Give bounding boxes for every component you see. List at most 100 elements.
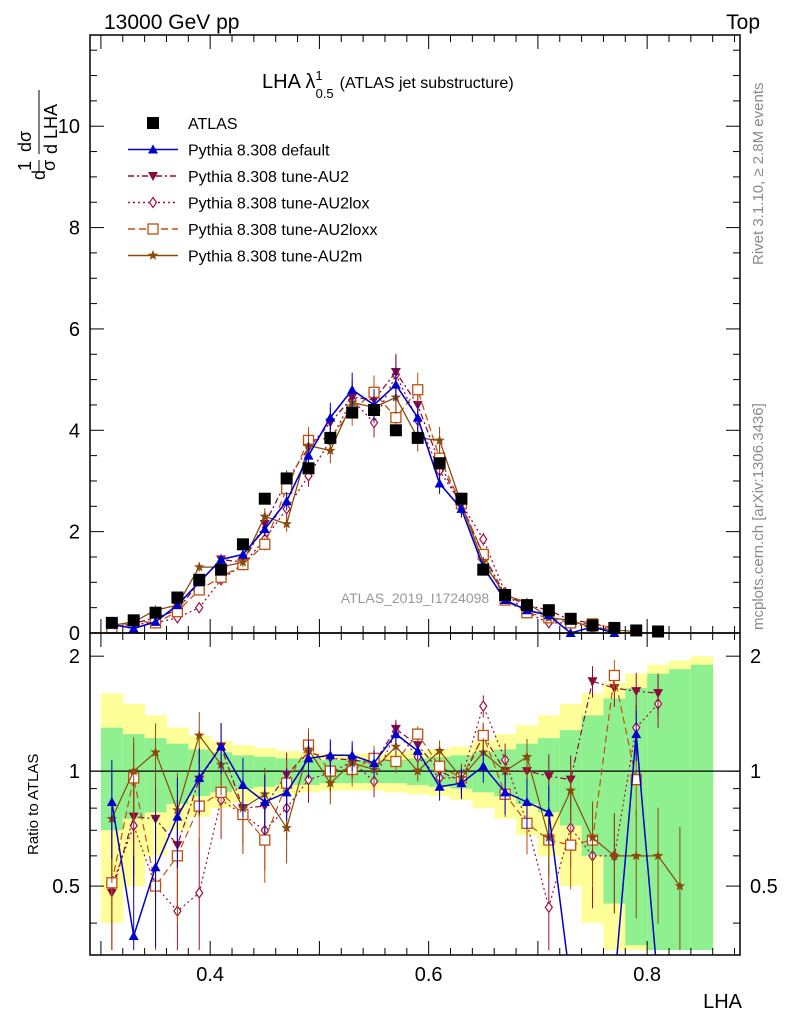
chart-title: LHA λ1 0.5(ATLAS jet substructure) bbox=[262, 68, 514, 101]
data-point-default bbox=[434, 478, 445, 488]
ratio-point-AU2loxx bbox=[433, 760, 446, 772]
header-right: Top bbox=[726, 11, 760, 34]
ratio-point-AU2m bbox=[434, 745, 445, 756]
data-point-ATLAS bbox=[127, 614, 140, 627]
ratio-point-default bbox=[631, 729, 642, 739]
data-point-default bbox=[216, 554, 227, 564]
ratio-point-default bbox=[478, 761, 489, 771]
y-tick-label: 4 bbox=[69, 420, 80, 442]
y-tick-label: 0 bbox=[69, 623, 80, 645]
ratio-y-tick-label-right: 1 bbox=[750, 761, 761, 783]
ratio-point-AU2m bbox=[631, 850, 642, 861]
x-tick-label: 0.8 bbox=[633, 964, 661, 986]
ratio-point-AU2loxx bbox=[259, 834, 271, 846]
data-point-ATLAS bbox=[652, 625, 665, 638]
ratio-point-AU2m bbox=[194, 730, 205, 740]
ratio-point-default bbox=[172, 811, 183, 821]
watermark: ATLAS_2019_I1724098 bbox=[341, 590, 490, 606]
main-panel: 0 2 4 6 8 10 LHA λ1 0.5(ATLAS jet substructure… bbox=[15, 34, 741, 645]
ratio-point-default bbox=[434, 781, 445, 791]
ratio-point-AU2m bbox=[390, 741, 402, 751]
ratio-point-default bbox=[521, 797, 532, 807]
ratio-ticks: 0.5 0.5 1 1 2 2 0.4 0.6 0.8 bbox=[52, 633, 778, 986]
svg-text:d: d bbox=[29, 170, 49, 180]
data-point-default bbox=[128, 623, 139, 633]
data-point-AU2loxx bbox=[259, 538, 271, 550]
ratio-panel: 0.5 0.5 1 1 2 2 0.4 0.6 0.8 Ratio to ATLAS LHA bbox=[25, 632, 778, 1013]
ratio-point-default bbox=[237, 779, 248, 789]
data-point-AU2lox bbox=[195, 601, 204, 614]
y-tick-label: 2 bbox=[69, 522, 80, 544]
ratio-point-AU2 bbox=[587, 677, 598, 687]
ratio-y-label: Ratio to ATLAS bbox=[25, 754, 42, 855]
y-tick-label: 10 bbox=[58, 116, 80, 138]
ratio-point-AU2lox bbox=[479, 700, 488, 713]
data-point-default bbox=[281, 496, 292, 506]
uncertainty-band-inner bbox=[668, 669, 692, 951]
ratio-point-AU2m bbox=[609, 850, 620, 861]
data-point-AU2m bbox=[237, 556, 249, 567]
ratio-point-AU2 bbox=[653, 689, 664, 699]
legend-label-default: Pythia 8.308 default bbox=[188, 143, 330, 160]
data-point-ATLAS bbox=[586, 619, 599, 632]
svg-text:1: 1 bbox=[15, 161, 35, 171]
y-axis-label: d 1 σ dσ d LHA bbox=[15, 90, 61, 180]
series-line-AU2lox bbox=[111, 372, 615, 629]
legend-label-AU2loxx: Pythia 8.308 tune-AU2loxx bbox=[188, 222, 377, 239]
ratio-frame bbox=[89, 632, 741, 956]
data-point-ATLAS bbox=[455, 492, 468, 505]
data-point-ATLAS bbox=[171, 591, 184, 604]
ratio-point-default bbox=[194, 772, 205, 782]
data-point-ATLAS bbox=[280, 472, 293, 485]
ratio-point-AU2m bbox=[281, 822, 292, 833]
data-point-default bbox=[303, 450, 314, 460]
legend-marker-default bbox=[148, 144, 158, 154]
data-point-default bbox=[150, 616, 161, 626]
data-point-ATLAS bbox=[258, 492, 271, 505]
ratio-point-AU2lox bbox=[304, 773, 313, 786]
ratio-y-tick-label: 2 bbox=[69, 646, 80, 668]
data-point-ATLAS bbox=[564, 612, 577, 625]
data-point-ATLAS bbox=[368, 404, 381, 417]
data-point-ATLAS bbox=[411, 431, 424, 444]
ratio-point-default bbox=[216, 741, 227, 751]
data-point-default bbox=[237, 549, 248, 559]
data-point-AU2m bbox=[281, 518, 292, 529]
legend-marker-AU2m bbox=[147, 250, 159, 260]
ratio-point-default bbox=[128, 931, 139, 941]
ratio-point-AU2loxx bbox=[630, 773, 642, 786]
ratio-point-AU2loxx bbox=[412, 728, 424, 740]
data-point-AU2m bbox=[194, 561, 205, 572]
data-point-ATLAS bbox=[105, 616, 118, 629]
ratio-point-default bbox=[543, 807, 554, 817]
legend-label-ATLAS: ATLAS bbox=[188, 116, 238, 133]
y-tick-label: 6 bbox=[69, 319, 80, 341]
ratio-point-default bbox=[500, 787, 511, 797]
ratio-point-default bbox=[281, 787, 292, 797]
legend-label-AU2m: Pythia 8.308 tune-AU2m bbox=[188, 249, 362, 266]
data-point-default bbox=[456, 503, 467, 513]
ratio-line-AU2lox bbox=[111, 703, 659, 912]
legend-marker-AU2lox bbox=[148, 196, 158, 209]
ratio-point-AU2 bbox=[631, 687, 642, 697]
main-plot-area bbox=[105, 353, 665, 638]
ratio-line-default bbox=[111, 733, 657, 955]
data-point-default bbox=[259, 524, 270, 534]
ratio-point-AU2 bbox=[543, 772, 554, 782]
ratio-point-AU2loxx bbox=[390, 755, 402, 768]
data-point-ATLAS bbox=[542, 604, 555, 617]
legend-marker-AU2 bbox=[148, 172, 158, 181]
uncertainty-band-inner bbox=[690, 664, 714, 951]
data-point-ATLAS bbox=[477, 563, 490, 576]
ratio-point-AU2m bbox=[499, 765, 511, 776]
uncertainty-band-inner bbox=[581, 715, 604, 856]
data-point-ATLAS bbox=[630, 624, 643, 637]
ratio-point-default bbox=[150, 862, 161, 872]
data-point-default bbox=[390, 379, 401, 389]
data-point-ATLAS bbox=[193, 573, 206, 586]
ratio-y-tick-label-right: 0.5 bbox=[750, 876, 778, 898]
data-point-ATLAS bbox=[236, 538, 249, 551]
ratio-y-tick-label-right: 2 bbox=[750, 646, 761, 668]
data-point-ATLAS bbox=[302, 462, 315, 475]
